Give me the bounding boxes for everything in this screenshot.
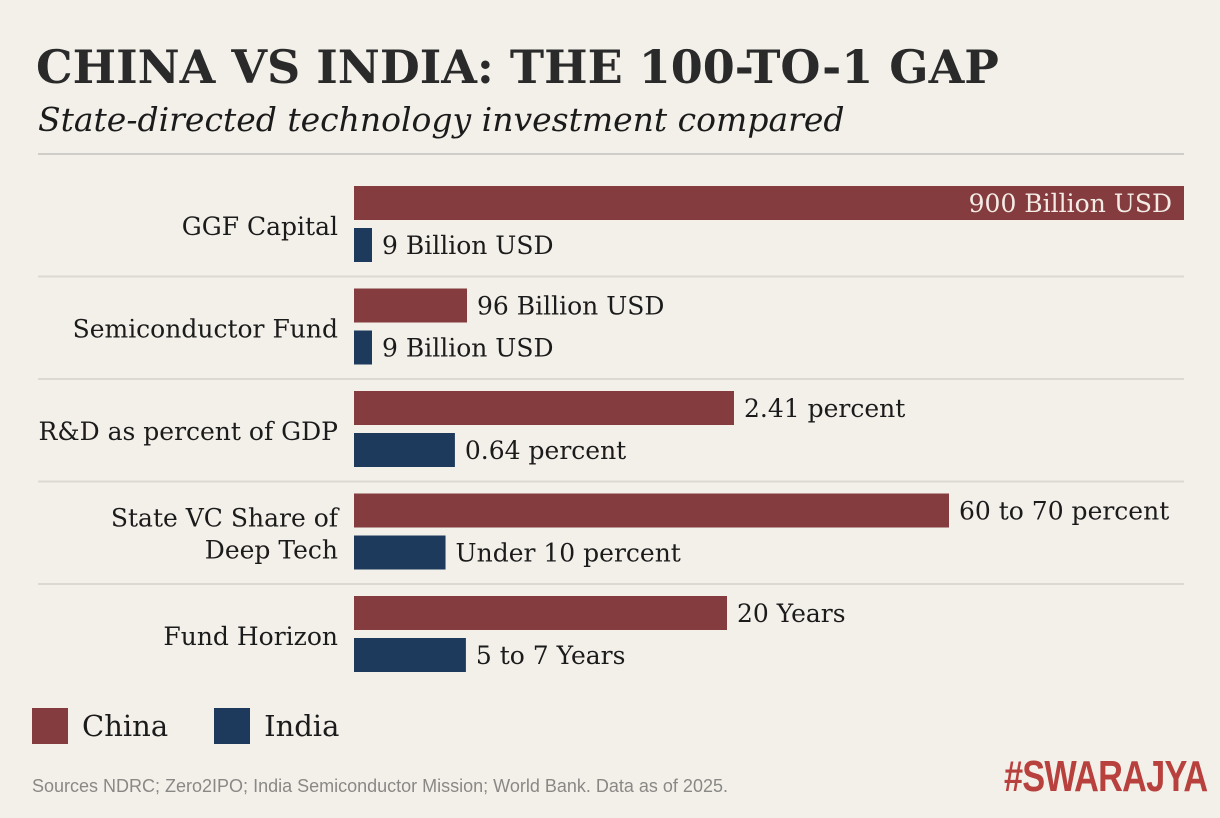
legend-label-india: India (264, 709, 340, 743)
bar-china (354, 391, 734, 425)
chart-title: CHINA VS INDIA: THE 100-TO-1 GAP (36, 40, 999, 94)
swarajya-logo: #SWARAJYA (1004, 752, 1208, 801)
bar-india (354, 638, 466, 672)
bar-india (354, 330, 372, 365)
value-label-india: Under 10 percent (456, 539, 681, 568)
sources-note: Sources NDRC; Zero2IPO; India Semiconduc… (32, 776, 728, 796)
value-label-china: 900 Billion USD (969, 189, 1172, 218)
category-label: Deep Tech (205, 536, 338, 565)
bar-china (354, 493, 949, 528)
bar-china (354, 186, 1184, 220)
value-label-china: 2.41 percent (744, 394, 905, 423)
category-label: Fund Horizon (163, 622, 338, 651)
value-label-india: 9 Billion USD (382, 231, 554, 260)
value-label-india: 5 to 7 Years (476, 641, 626, 670)
legend-swatch-china (32, 708, 68, 744)
bar-india (354, 535, 446, 570)
bar-chart: GGF Capital 900 Billion USD 9 Billion USD S… (38, 186, 1184, 672)
bar-india (354, 228, 372, 262)
legend-label-china: China (82, 709, 169, 743)
bar-india (354, 433, 455, 467)
value-label-china: 20 Years (737, 599, 846, 628)
bar-china (354, 596, 727, 630)
value-label-china: 96 Billion USD (477, 292, 664, 321)
chart-subtitle: State-directed technology investment com… (38, 100, 845, 139)
value-label-china: 60 to 70 percent (959, 497, 1169, 526)
title-divider (38, 153, 1184, 155)
category-label: GGF Capital (182, 212, 338, 241)
category-label: Semiconductor Fund (73, 315, 338, 344)
value-label-india: 9 Billion USD (382, 334, 554, 363)
value-label-india: 0.64 percent (465, 436, 626, 465)
bar-china (354, 288, 467, 323)
legend: China India (32, 708, 385, 744)
category-label: State VC Share of (111, 504, 340, 533)
category-label: R&D as percent of GDP (39, 417, 338, 446)
legend-swatch-india (214, 708, 251, 744)
